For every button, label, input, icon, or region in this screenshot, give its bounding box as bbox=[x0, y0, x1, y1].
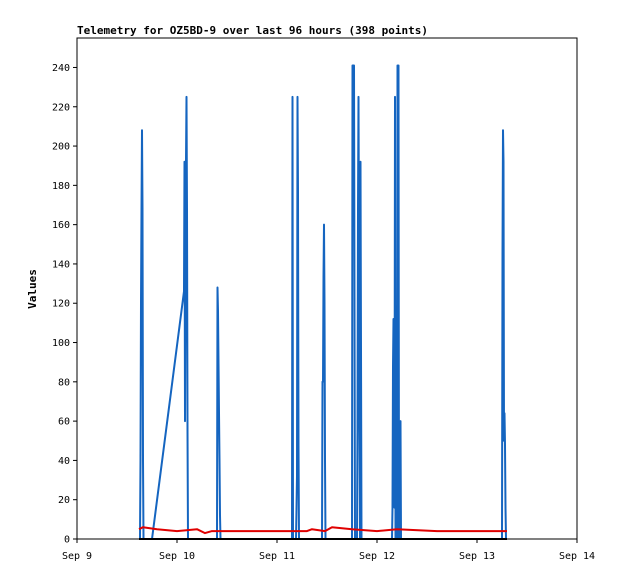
y-tick-label: 160 bbox=[52, 220, 70, 231]
y-tick-label: 180 bbox=[52, 181, 70, 192]
series-layer bbox=[138, 64, 507, 540]
y-tick-label: 60 bbox=[58, 417, 70, 428]
x-tick-label: Sep 14 bbox=[559, 551, 595, 562]
y-tick-label: 0 bbox=[64, 535, 70, 546]
x-tick-label: Sep 12 bbox=[359, 551, 395, 562]
chart-title: Telemetry for OZ5BD-9 over last 96 hours… bbox=[77, 24, 428, 37]
x-tick-label: Sep 13 bbox=[459, 551, 495, 562]
y-axis-label: Values bbox=[26, 269, 39, 309]
y-tick-label: 240 bbox=[52, 63, 70, 74]
x-axis-ticks: Sep 9 Sep 10 Sep 11 Sep 12 Sep 13 Sep 14 bbox=[62, 539, 595, 562]
y-tick-label: 140 bbox=[52, 259, 70, 270]
x-tick-label: Sep 10 bbox=[159, 551, 195, 562]
y-tick-label: 200 bbox=[52, 142, 70, 153]
plot-area bbox=[76, 37, 578, 540]
y-tick-label: 100 bbox=[52, 338, 70, 349]
x-tick-label: Sep 9 bbox=[62, 551, 92, 562]
y-tick-label: 80 bbox=[58, 377, 70, 388]
series-line-0 bbox=[139, 64, 507, 540]
y-tick-label: 220 bbox=[52, 102, 70, 113]
y-axis-ticks: 0 20 40 60 80 100 120 140 160 180 200 220 240 bbox=[52, 63, 77, 546]
y-tick-label: 40 bbox=[58, 456, 70, 467]
y-tick-label: 20 bbox=[58, 495, 70, 506]
x-tick-label: Sep 11 bbox=[259, 551, 295, 562]
y-tick-label: 120 bbox=[52, 299, 70, 310]
series-line-1 bbox=[138, 526, 507, 535]
